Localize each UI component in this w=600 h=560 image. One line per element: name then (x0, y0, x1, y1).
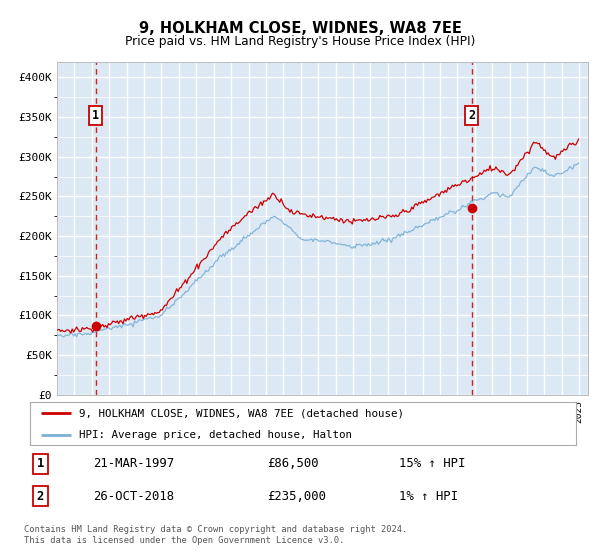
Text: HPI: Average price, detached house, Halton: HPI: Average price, detached house, Halt… (79, 430, 352, 440)
Text: 2: 2 (37, 490, 44, 503)
Text: 1: 1 (92, 109, 99, 122)
Text: 26-OCT-2018: 26-OCT-2018 (93, 490, 174, 503)
Text: £86,500: £86,500 (267, 457, 319, 470)
Text: 1: 1 (37, 457, 44, 470)
Text: 1% ↑ HPI: 1% ↑ HPI (400, 490, 458, 503)
Text: 2: 2 (468, 109, 475, 122)
Text: 9, HOLKHAM CLOSE, WIDNES, WA8 7EE (detached house): 9, HOLKHAM CLOSE, WIDNES, WA8 7EE (detac… (79, 408, 404, 418)
Text: 15% ↑ HPI: 15% ↑ HPI (400, 457, 466, 470)
Text: £235,000: £235,000 (267, 490, 326, 503)
Text: Price paid vs. HM Land Registry's House Price Index (HPI): Price paid vs. HM Land Registry's House … (125, 35, 475, 48)
Text: 21-MAR-1997: 21-MAR-1997 (93, 457, 174, 470)
Text: 9, HOLKHAM CLOSE, WIDNES, WA8 7EE: 9, HOLKHAM CLOSE, WIDNES, WA8 7EE (139, 21, 461, 36)
Text: Contains HM Land Registry data © Crown copyright and database right 2024.
This d: Contains HM Land Registry data © Crown c… (24, 525, 407, 545)
